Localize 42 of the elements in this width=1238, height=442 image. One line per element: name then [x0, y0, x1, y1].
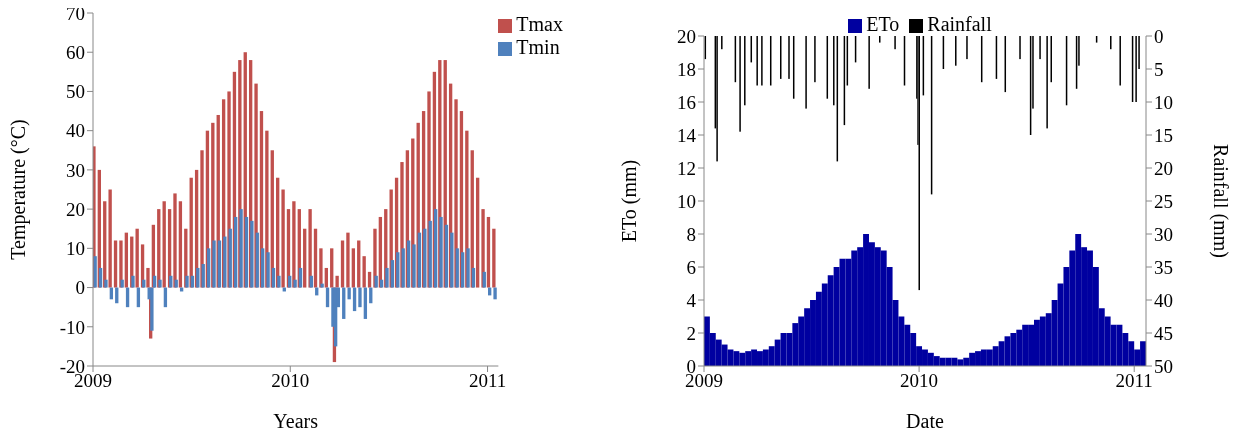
- x-tick-label: 2011: [468, 370, 507, 392]
- y-tick-label: 60: [66, 41, 85, 63]
- y2-tick-label: 30: [1154, 223, 1173, 245]
- y2-tick-label: 15: [1154, 124, 1173, 146]
- y2-tick-label: 10: [1154, 91, 1173, 113]
- y2-tick-label: 20: [1154, 157, 1173, 179]
- y-tick-label: 10: [66, 238, 85, 260]
- y-tick-label: -10: [59, 316, 85, 338]
- y-tick-label: 16: [677, 91, 696, 113]
- y2-tick-label: 45: [1154, 322, 1173, 344]
- y-tick-label: 2: [686, 322, 696, 344]
- y2-tick-label: 5: [1154, 58, 1164, 80]
- y2-axis-title: Rainfall (mm): [1208, 144, 1232, 258]
- y-tick-label: 10: [677, 190, 696, 212]
- y2-tick-label: 0: [1154, 25, 1164, 47]
- y-tick-label: 12: [677, 157, 696, 179]
- y-tick-label: 4: [686, 289, 697, 311]
- x-axis-title: Years: [273, 410, 319, 432]
- legend-label: Tmax: [516, 13, 563, 35]
- x-tick-label: 2010: [900, 370, 939, 392]
- y2-tick-label: 35: [1154, 256, 1173, 278]
- y-tick-label: 8: [686, 223, 696, 245]
- y-tick-label: 50: [66, 81, 85, 103]
- y2-tick-label: 50: [1154, 355, 1173, 377]
- y-tick-label: 0: [75, 277, 85, 299]
- x-tick-label: 2010: [271, 370, 310, 392]
- y-tick-label: 30: [66, 159, 85, 181]
- y2-tick-label: 25: [1154, 190, 1173, 212]
- y-axis-title: Temperature (°C): [7, 119, 31, 260]
- y-tick-label: 40: [66, 120, 85, 142]
- y-tick-label: 20: [677, 25, 696, 47]
- y-tick-label: 14: [677, 124, 697, 146]
- y2-tick-label: 40: [1154, 289, 1173, 311]
- x-tick-label: 2011: [1115, 370, 1153, 392]
- y-tick-label: 18: [677, 58, 696, 80]
- legend-label: ETo: [866, 13, 900, 35]
- legend-label: Tmin: [516, 36, 560, 58]
- y-tick-label: 6: [686, 256, 696, 278]
- y-tick-label: 20: [66, 198, 85, 220]
- x-axis-title: Date: [906, 410, 944, 432]
- y-axis-title: ETo (mm): [618, 159, 642, 243]
- legend-label: Rainfall: [927, 13, 992, 35]
